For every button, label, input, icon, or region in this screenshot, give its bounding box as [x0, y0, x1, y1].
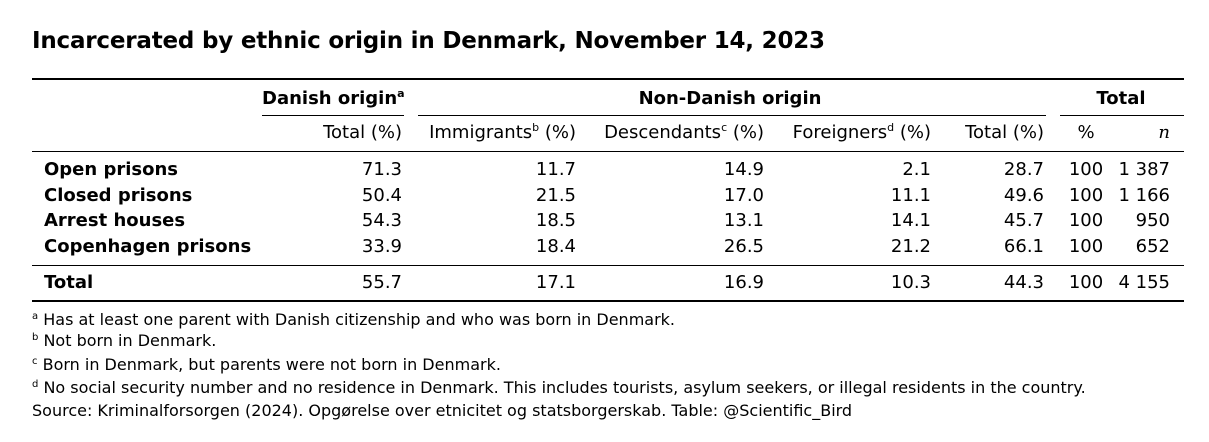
col-header-descendants: Descendantsc (%): [604, 121, 764, 143]
source-note: Source: Kriminalforsorgen (2024). Opgøre…: [32, 401, 853, 420]
col-header-immigrants: Immigrantsb (%): [429, 121, 576, 143]
cell-non-danish-total: 45.7: [1003, 210, 1044, 231]
row-label: Open prisons: [44, 159, 179, 180]
cell-non-danish-total: 44.3: [1003, 272, 1044, 293]
col-header-n: n: [1158, 122, 1170, 143]
cell-n: 1 387: [1118, 159, 1170, 180]
cell-danish: 54.3: [361, 210, 402, 231]
cell-immigrants: 18.4: [535, 236, 576, 257]
group-rule-total: [1060, 115, 1184, 116]
cell-pct: 100: [1068, 159, 1104, 180]
cell-immigrants: 18.5: [535, 210, 576, 231]
cell-immigrants: 21.5: [535, 185, 576, 206]
table-title: Incarcerated by ethnic origin in Denmark…: [32, 28, 825, 54]
footnote: b Not born in Denmark.: [32, 331, 217, 350]
cell-non-danish-total: 28.7: [1003, 159, 1044, 180]
col-header-foreigners: Foreignersd (%): [792, 121, 931, 143]
header-rule: [32, 151, 1184, 152]
group-header-non-danish: Non-Danish origin: [638, 88, 822, 109]
cell-non-danish-total: 66.1: [1003, 236, 1044, 257]
cell-foreigners: 21.2: [890, 236, 931, 257]
bottom-rule: [32, 300, 1184, 302]
group-rule-non-danish: [418, 115, 1046, 116]
cell-descendants: 14.9: [723, 159, 764, 180]
row-label: Total: [44, 272, 94, 293]
group-header-total: Total: [1096, 88, 1146, 109]
cell-n: 4 155: [1118, 272, 1170, 293]
cell-pct: 100: [1068, 210, 1104, 231]
cell-foreigners: 11.1: [890, 185, 931, 206]
cell-descendants: 17.0: [723, 185, 764, 206]
col-header-non-danish-total: Total (%): [965, 122, 1044, 143]
cell-non-danish-total: 49.6: [1003, 185, 1044, 206]
col-header-danish-total: Total (%): [323, 122, 402, 143]
row-label: Arrest houses: [44, 210, 186, 231]
row-label: Closed prisons: [44, 185, 193, 206]
total-rule: [32, 265, 1184, 266]
col-header-pct: %: [1077, 122, 1095, 143]
cell-n: 950: [1135, 210, 1170, 231]
footnote: c Born in Denmark, but parents were not …: [32, 355, 501, 374]
cell-descendants: 16.9: [723, 272, 764, 293]
group-rule-danish: [262, 115, 404, 116]
footnote: a Has at least one parent with Danish ci…: [32, 310, 676, 329]
cell-n: 1 166: [1118, 185, 1170, 206]
cell-descendants: 13.1: [723, 210, 764, 231]
cell-pct: 100: [1068, 185, 1104, 206]
cell-immigrants: 11.7: [535, 159, 576, 180]
cell-pct: 100: [1068, 236, 1104, 257]
cell-immigrants: 17.1: [535, 272, 576, 293]
cell-foreigners: 2.1: [902, 159, 931, 180]
cell-danish: 33.9: [361, 236, 402, 257]
cell-foreigners: 10.3: [890, 272, 931, 293]
row-label: Copenhagen prisons: [44, 236, 252, 257]
cell-danish: 55.7: [361, 272, 402, 293]
group-header-danish: Danish origina: [262, 87, 405, 109]
top-rule: [32, 78, 1184, 80]
cell-danish: 71.3: [361, 159, 402, 180]
footnote: d No social security number and no resid…: [32, 378, 1086, 397]
cell-descendants: 26.5: [723, 236, 764, 257]
cell-n: 652: [1135, 236, 1170, 257]
cell-danish: 50.4: [361, 185, 402, 206]
cell-pct: 100: [1068, 272, 1104, 293]
cell-foreigners: 14.1: [890, 210, 931, 231]
